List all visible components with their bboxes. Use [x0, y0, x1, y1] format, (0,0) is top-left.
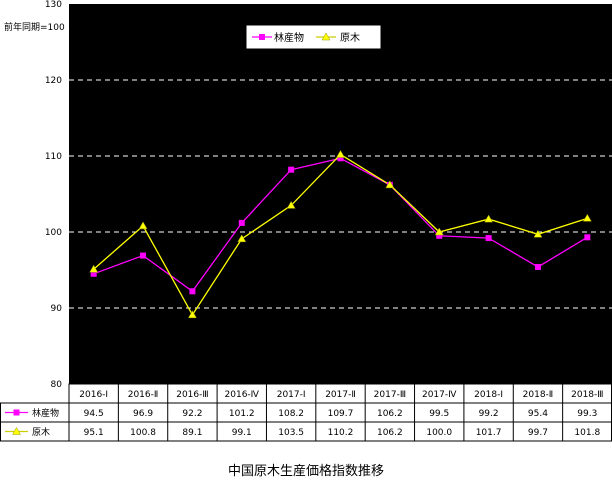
y-tick-label: 120 [45, 76, 62, 86]
marker-林産物-2017-Ⅳ [436, 232, 443, 239]
marker-林産物-2018-Ⅰ [485, 235, 492, 242]
marker-林産物-2018-Ⅱ [534, 263, 541, 270]
data-table: 2016-Ⅰ 2016-Ⅱ 2016-Ⅲ 2016-Ⅳ 2017-Ⅰ 2017-Ⅱ 2017… [0, 383, 612, 442]
table-cell-原木-2018-Ⅱ: 99.7 [528, 428, 548, 438]
table-cell-林産物-2017-Ⅳ: 99.5 [429, 409, 449, 419]
y-axis-label: 前年同期=100 [4, 21, 65, 33]
series-markers [89, 149, 592, 319]
y-axis-ticks: 80 90 100 110 120 130 [45, 0, 62, 390]
table-frame [68, 383, 612, 442]
plot-area [69, 4, 612, 384]
table-cell-林産物-2016-Ⅳ: 101.2 [229, 409, 255, 419]
table-cell-林産物-2017-Ⅲ: 106.2 [377, 409, 403, 419]
table-row-label-原木: 原木 [32, 426, 50, 438]
legend-marker-林産物 [259, 34, 265, 40]
marker-原木-2018-Ⅲ [582, 213, 592, 222]
y-tick-label: 130 [45, 0, 62, 10]
table-header-2017-Ⅲ: 2017-Ⅲ [374, 390, 406, 400]
marker-林産物-2017-Ⅱ [337, 155, 344, 162]
table-cell-原木-2018-Ⅰ: 101.7 [476, 428, 502, 438]
legend-marker-原木 [321, 32, 331, 41]
table-header-2016-Ⅲ: 2016-Ⅲ [176, 390, 208, 400]
table-header-2016-Ⅱ: 2016-Ⅱ [128, 390, 159, 400]
marker-原木-2017-Ⅱ [336, 149, 345, 158]
table-cell-林産物-2016-Ⅰ: 94.5 [84, 409, 104, 419]
table-cell-林産物-2016-Ⅲ: 92.2 [182, 409, 202, 419]
table-header-2017-Ⅳ: 2017-Ⅳ [422, 390, 457, 400]
table-cell-原木-2017-Ⅳ: 100.0 [426, 428, 452, 438]
marker-原木-2017-Ⅳ [434, 227, 444, 236]
table-key-marker-原木 [12, 426, 21, 435]
table-cell-原木-2016-Ⅱ: 100.8 [130, 428, 156, 438]
marker-林産物-2016-Ⅱ [140, 252, 147, 259]
table-cell-林産物-2018-Ⅲ: 99.3 [577, 409, 597, 419]
marker-林産物-2016-Ⅲ [189, 288, 196, 295]
table-cell-林産物-2018-Ⅱ: 95.4 [528, 409, 548, 419]
marker-原木-2016-Ⅱ [138, 221, 148, 230]
marker-林産物-2016-Ⅳ [238, 219, 245, 226]
table-cell-林産物-2017-Ⅰ: 108.2 [278, 409, 304, 419]
y-tick-label: 80 [51, 380, 63, 390]
chart-title: 中国原木生産価格指数推移 [228, 463, 384, 479]
y-tick-label: 90 [51, 304, 63, 314]
table-cell-林産物-2018-Ⅰ: 99.2 [479, 409, 499, 419]
table-key-marker-林産物 [13, 409, 20, 416]
table-header-2017-Ⅰ: 2017-Ⅰ [277, 390, 306, 400]
table-header-2016-Ⅳ: 2016-Ⅳ [225, 390, 260, 400]
table-cell-原木-2017-Ⅱ: 110.2 [328, 428, 354, 438]
table-row-label-林産物: 林産物 [32, 407, 59, 419]
table-cell-原木-2016-Ⅲ: 89.1 [182, 428, 202, 438]
marker-原木-2017-Ⅰ [286, 200, 296, 209]
marker-林産物-2018-Ⅲ [584, 234, 591, 241]
table-header-2018-Ⅱ: 2018-Ⅱ [523, 390, 554, 400]
marker-原木-2016-Ⅳ [237, 234, 247, 243]
table-cell-原木-2016-Ⅰ: 95.1 [84, 428, 104, 438]
table-cell-林産物-2016-Ⅱ: 96.9 [133, 409, 153, 419]
table-header-2016-Ⅰ: 2016-Ⅰ [79, 390, 108, 400]
marker-原木-2017-Ⅲ [385, 180, 395, 189]
table-cell-林産物-2017-Ⅱ: 109.7 [328, 409, 354, 419]
table-header-2017-Ⅱ: 2017-Ⅱ [325, 390, 356, 400]
marker-林産物-2016-Ⅰ [90, 270, 97, 277]
legend-label-林産物: 林産物 [274, 31, 304, 44]
marker-原木-2016-Ⅲ [187, 310, 197, 319]
table-cell-原木-2018-Ⅲ: 101.8 [574, 428, 600, 438]
y-tick-label: 110 [45, 152, 62, 162]
marker-原木-2016-Ⅰ [89, 264, 99, 273]
legend-label-原木: 原木 [340, 32, 360, 44]
table-header-2018-Ⅰ: 2018-Ⅰ [474, 390, 503, 400]
table-cell-原木-2017-Ⅲ: 106.2 [377, 428, 403, 438]
marker-原木-2018-Ⅰ [484, 214, 494, 223]
table-cell-原木-2016-Ⅳ: 99.1 [232, 428, 252, 438]
legend: 林産物 原木 [245, 24, 382, 50]
table-cell-原木-2017-Ⅰ: 103.5 [278, 428, 304, 438]
marker-林産物-2017-Ⅰ [288, 166, 295, 173]
marker-原木-2018-Ⅱ [533, 229, 543, 238]
table-header-2018-Ⅲ: 2018-Ⅲ [571, 390, 603, 400]
y-tick-label: 100 [45, 228, 62, 238]
